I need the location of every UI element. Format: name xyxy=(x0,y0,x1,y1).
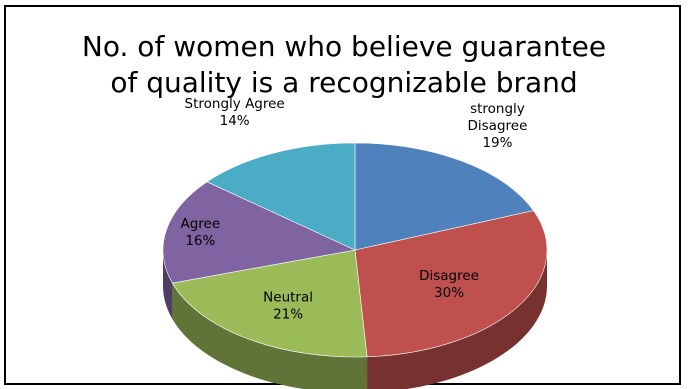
pie-slice-disagree xyxy=(354,210,548,358)
pie-label-neutral-percent-label: 21% xyxy=(273,306,303,322)
pie-label-strongly-disagree-percent-label: 19% xyxy=(482,135,512,151)
pie-label-neutral-name-line1: Neutral xyxy=(263,289,313,305)
pie-label-strongly-disagree-name-line2: Disagree xyxy=(468,118,528,134)
pie-slice-strongly-agree xyxy=(206,142,356,251)
pie-label-strongly-agree-percent-label: 14% xyxy=(220,113,250,129)
pie-label-agree-name-line1: Agree xyxy=(181,216,221,232)
pie-label-disagree-name-line1: Disagree xyxy=(419,268,479,284)
pie-side-disagree xyxy=(367,250,547,389)
pie-side-neutral xyxy=(172,283,368,389)
pie-label-agree-percent-label: 16% xyxy=(185,233,215,249)
pie-slice-neutral xyxy=(171,249,368,358)
pie-slice-agree xyxy=(162,181,356,284)
pie-label-disagree-percent-label: 30% xyxy=(434,285,464,301)
chart-title-line-1: No. of women who believe guarantee xyxy=(81,30,607,63)
pie-slice-strongly-disagree xyxy=(354,142,535,251)
pie-label-strongly-agree-name-line1: Strongly Agree xyxy=(185,96,285,112)
pie-label-strongly-disagree-name-line1: strongly xyxy=(470,101,525,117)
chart-title-line-2: of quality is a recognizable brand xyxy=(110,66,578,99)
